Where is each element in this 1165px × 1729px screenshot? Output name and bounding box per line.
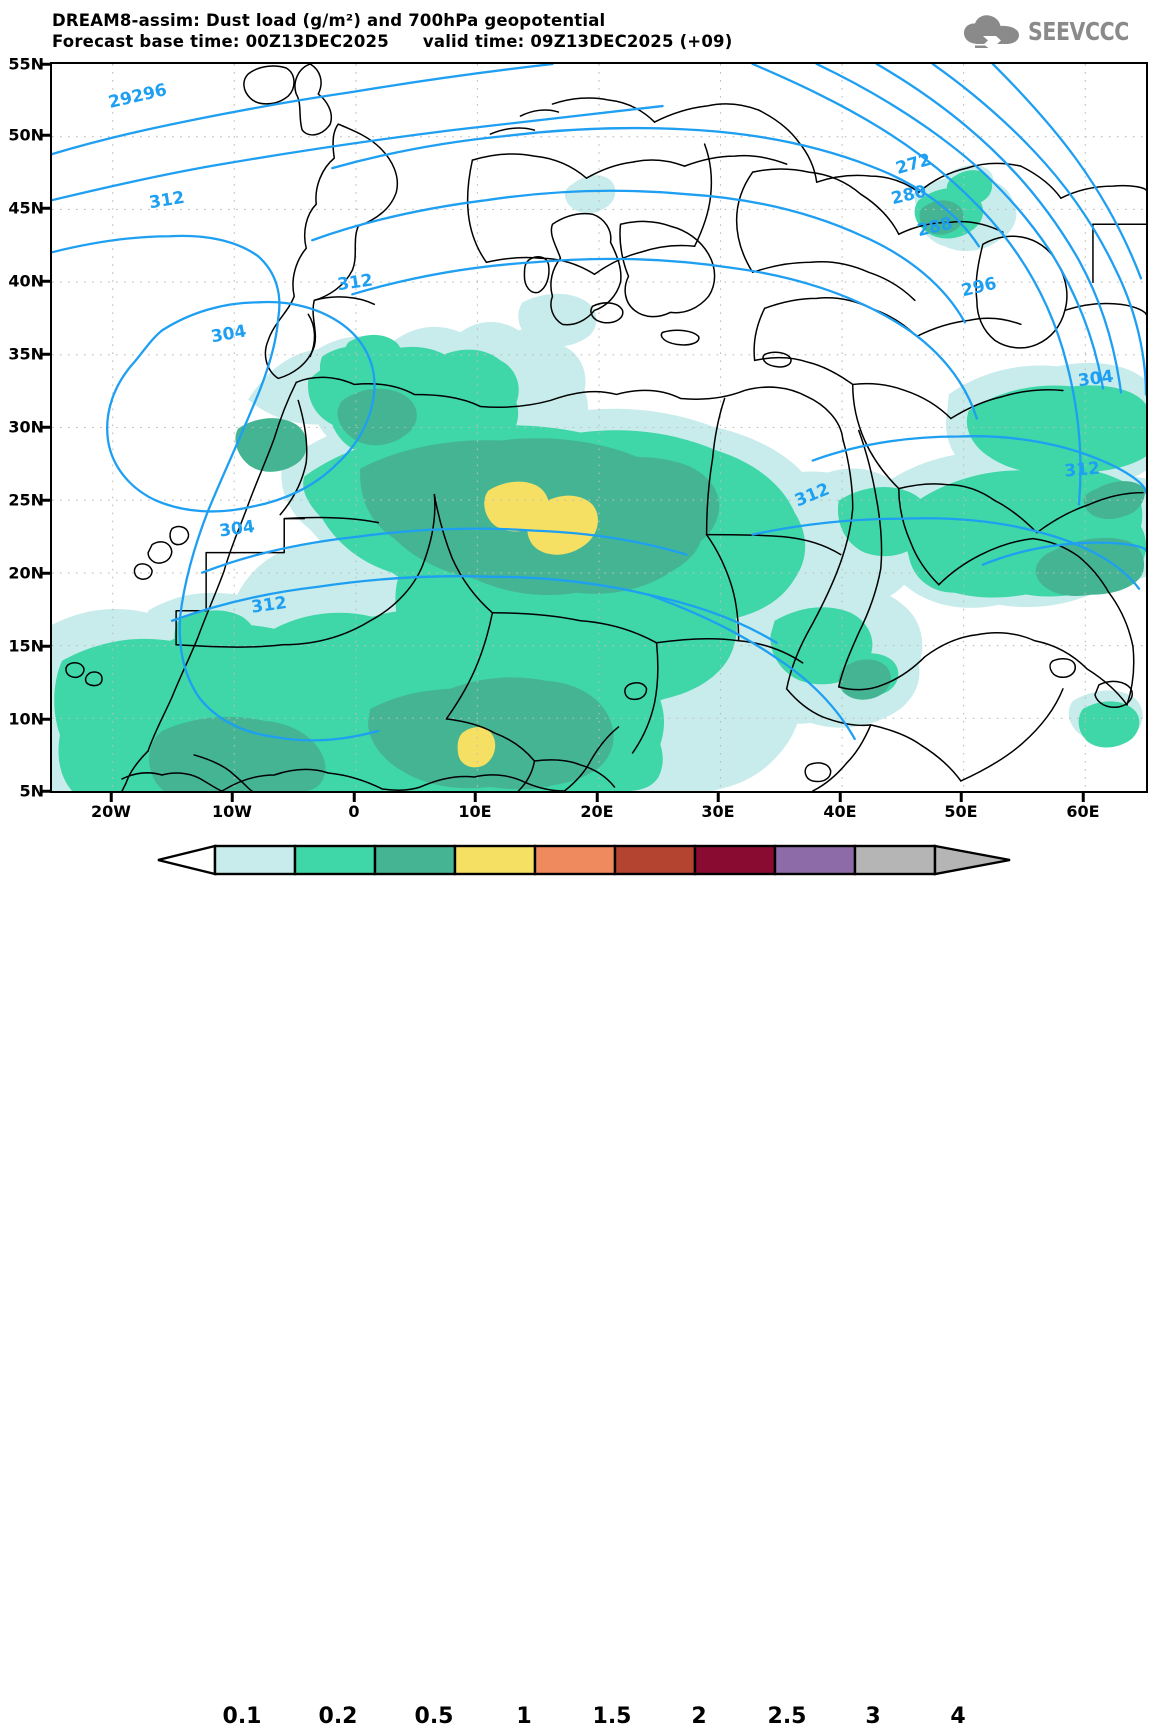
y-tick-mark — [42, 279, 51, 283]
x-tick-mark — [716, 793, 720, 802]
x-tick-label: 40E — [823, 802, 857, 821]
colorbar-tick-label: 0.5 — [414, 1704, 454, 1729]
y-tick-mark — [42, 425, 51, 429]
x-tick-label: 60E — [1066, 802, 1100, 821]
x-tick-label: 20E — [580, 802, 614, 821]
map-plot-area: 29296 312 312 304 304 312 272 280 288 29… — [50, 62, 1148, 793]
y-tick-label: 55N — [8, 54, 44, 74]
colorbar-tick-label: 2.5 — [767, 1704, 807, 1729]
y-tick-label: 15N — [8, 636, 44, 656]
colorbar-segment — [773, 844, 857, 876]
forecast-time-line: Forecast base time: 00Z13DEC2025 valid ti… — [52, 31, 732, 52]
x-tick-mark — [109, 793, 113, 802]
y-tick-mark — [42, 644, 51, 648]
colorbar-right-cap — [933, 844, 1011, 876]
contour-label: 312 — [1064, 459, 1101, 482]
colorbar-tick-label: 3 — [865, 1704, 881, 1729]
contour-label: 312 — [336, 271, 374, 296]
contour-label: 312 — [250, 593, 288, 618]
colorbar-segment — [613, 844, 697, 876]
valid-time-text: valid time: 09Z13DEC2025 (+09) — [422, 32, 733, 51]
contour-label: 304 — [1077, 367, 1115, 392]
y-tick-mark — [42, 62, 51, 66]
y-tick-label: 40N — [8, 271, 44, 291]
y-tick-mark — [42, 571, 51, 575]
x-tick-mark — [595, 793, 599, 802]
y-tick-mark — [42, 133, 51, 137]
y-tick-label: 20N — [8, 563, 44, 583]
y-tick-mark — [42, 352, 51, 356]
colorbar-tick-label: 2 — [691, 1704, 707, 1729]
colorbar-swatches — [157, 844, 1011, 876]
colorbar-segment — [213, 844, 297, 876]
y-tick-label: 35N — [8, 344, 44, 364]
x-tick-label: 20W — [91, 802, 131, 821]
colorbar-segment — [693, 844, 777, 876]
y-tick-label: 30N — [8, 417, 44, 437]
x-tick-label: 50E — [944, 802, 978, 821]
colorbar-tick-label: 0.2 — [318, 1704, 358, 1729]
seevccc-logo: SEEVCCC — [963, 14, 1151, 48]
x-tick-label: 30E — [701, 802, 735, 821]
geopotential-contours — [52, 64, 1146, 742]
page-title: DREAM8-assim: Dust load (g/m²) and 700hP… — [52, 11, 606, 30]
x-tick-label: 10W — [212, 802, 252, 821]
map-canvas: 29296 312 312 304 304 312 272 280 288 29… — [52, 64, 1146, 791]
x-tick-label: 10E — [458, 802, 492, 821]
y-tick-mark — [42, 717, 51, 721]
colorbar-segment — [853, 844, 937, 876]
colorbar-segment — [453, 844, 537, 876]
y-tick-label: 10N — [8, 709, 44, 729]
colorbar-segment — [373, 844, 457, 876]
chart-page: DREAM8-assim: Dust load (g/m²) and 700hP… — [0, 10, 1165, 1729]
contour-label: 304 — [218, 517, 256, 542]
y-tick-mark — [42, 789, 51, 793]
x-tick-mark — [838, 793, 842, 802]
colorbar: 0.1 0.2 0.5 1 1.5 2 2.5 3 4 — [0, 838, 1165, 1729]
x-tick-mark — [352, 793, 356, 802]
y-tick-label: 25N — [8, 490, 44, 510]
y-tick-label: 45N — [8, 198, 44, 218]
colorbar-segment — [293, 844, 377, 876]
colorbar-tick-label: 1 — [516, 1704, 532, 1729]
x-tick-mark — [959, 793, 963, 802]
chart-header: DREAM8-assim: Dust load (g/m²) and 700hP… — [52, 10, 732, 52]
x-tick-mark — [230, 793, 234, 802]
cloud-icon — [963, 15, 1019, 48]
colorbar-tick-label: 1.5 — [592, 1704, 632, 1729]
y-tick-mark — [42, 206, 51, 210]
base-time-text: Forecast base time: 00Z13DEC2025 — [52, 32, 389, 51]
x-tick-mark — [1081, 793, 1085, 802]
y-tick-mark — [42, 498, 51, 502]
x-tick-label: 0 — [348, 802, 360, 821]
y-tick-label: 5N — [19, 781, 44, 801]
colorbar-tick-label: 4 — [950, 1704, 966, 1729]
colorbar-tick-label: 0.1 — [222, 1704, 262, 1729]
y-tick-label: 50N — [8, 125, 44, 145]
colorbar-segment — [533, 844, 617, 876]
logo-text: SEEVCCC — [1027, 16, 1129, 46]
colorbar-left-cap — [157, 844, 217, 876]
x-tick-mark — [473, 793, 477, 802]
